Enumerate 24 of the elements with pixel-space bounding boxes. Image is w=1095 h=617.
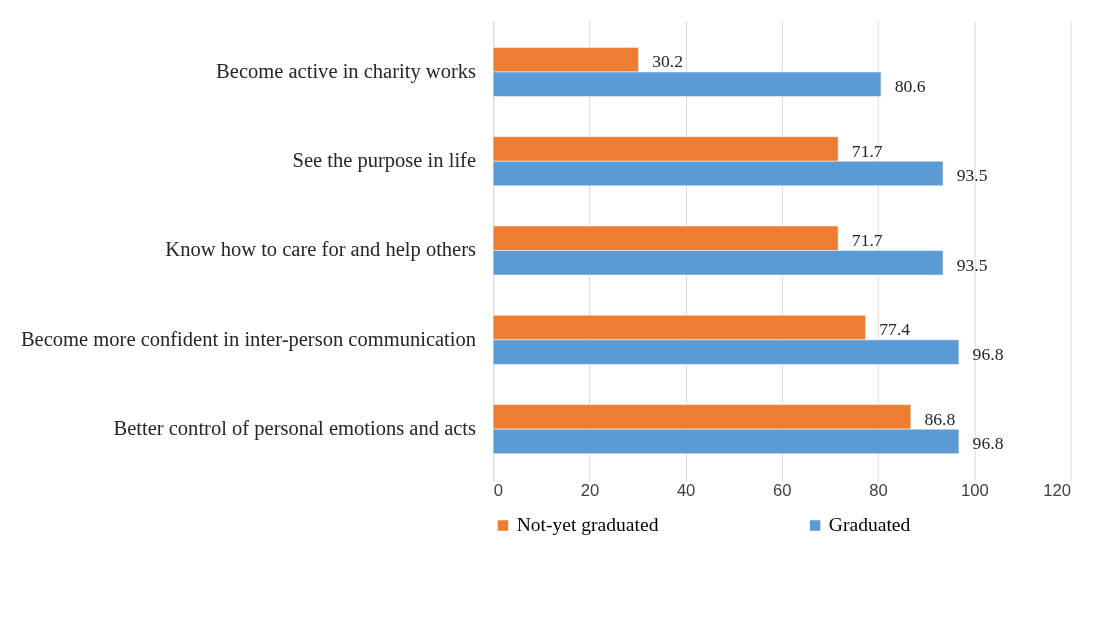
x-tick-label: 100: [960, 480, 989, 500]
data-label: 96.8: [972, 433, 1004, 454]
x-tick-label: 80: [869, 480, 888, 500]
x-tick-label: 0: [493, 480, 503, 500]
y-tick-label: See the purpose in life: [292, 149, 477, 173]
data-label: 93.5: [956, 165, 988, 186]
legend-label: Not-yet graduated: [516, 514, 659, 536]
x-tick-label: 60: [773, 480, 792, 500]
y-tick-label: Better control of personal emotions and acts: [113, 417, 477, 441]
data-label: 71.7: [851, 140, 883, 161]
x-tick-label: 120: [1043, 480, 1072, 500]
x-tick-label: 20: [580, 480, 600, 500]
x-tick-label: 40: [676, 480, 696, 500]
data-label: 30.2: [652, 51, 684, 72]
data-label: 93.5: [956, 254, 988, 275]
data-label: 80.6: [894, 76, 926, 97]
y-tick-label: Know how to care for and help others: [165, 238, 477, 262]
legend-label: Graduated: [828, 514, 911, 536]
data-label: 71.7: [851, 230, 883, 251]
data-label: 96.8: [972, 343, 1004, 364]
y-tick-label: Become more confident in inter-person communication: [20, 327, 477, 351]
y-tick-label: Become active in charity works: [216, 59, 477, 83]
data-label: 86.8: [924, 408, 956, 429]
data-label: 77.4: [879, 319, 911, 340]
